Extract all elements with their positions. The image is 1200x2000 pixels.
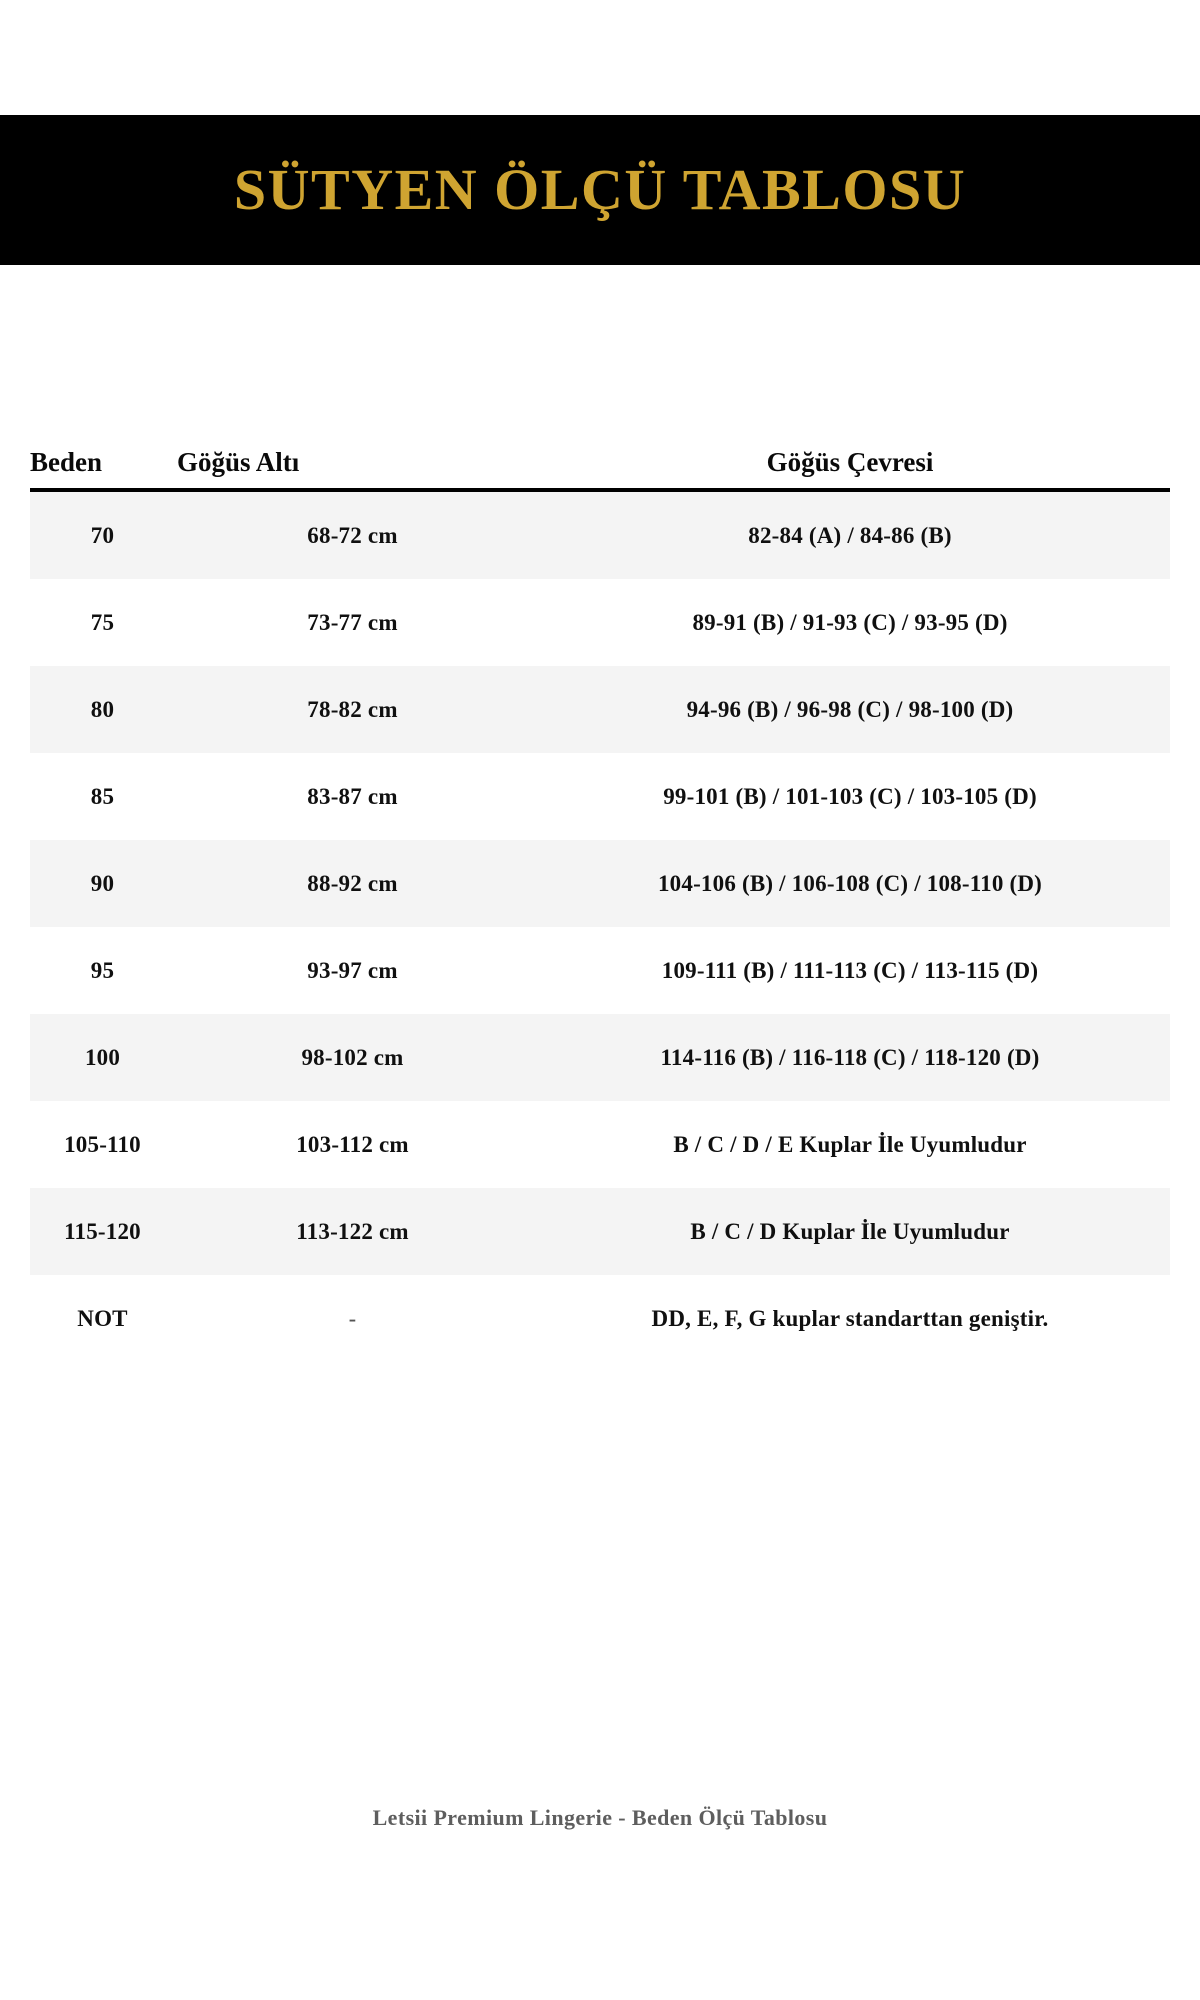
cell-gogus-cevresi: 94-96 (B) / 96-98 (C) / 98-100 (D)	[530, 666, 1170, 753]
cell-gogus-alti: 83-87 cm	[175, 753, 530, 840]
page-title: SÜTYEN ÖLÇÜ TABLOSU	[233, 157, 967, 222]
table-row: 85 83-87 cm 99-101 (B) / 101-103 (C) / 1…	[30, 753, 1170, 840]
cell-gogus-cevresi: 104-106 (B) / 106-108 (C) / 108-110 (D)	[530, 840, 1170, 927]
cell-beden: 90	[30, 840, 175, 927]
cell-gogus-alti: 103-112 cm	[175, 1101, 530, 1188]
column-header-gogus-alti: Göğüs Altı	[175, 420, 530, 492]
cell-gogus-alti: 78-82 cm	[175, 666, 530, 753]
size-table-container: Beden Göğüs Altı Göğüs Çevresi 70 68-72 …	[30, 420, 1170, 1362]
cell-beden: 70	[30, 490, 175, 579]
cell-gogus-alti: 98-102 cm	[175, 1014, 530, 1101]
title-banner: SÜTYEN ÖLÇÜ TABLOSU	[0, 115, 1200, 265]
table-row: 115-120 113-122 cm B / C / D Kuplar İle …	[30, 1188, 1170, 1275]
cell-beden: NOT	[30, 1275, 175, 1362]
table-row: 105-110 103-112 cm B / C / D / E Kuplar …	[30, 1101, 1170, 1188]
table-row: 90 88-92 cm 104-106 (B) / 106-108 (C) / …	[30, 840, 1170, 927]
cell-gogus-alti: 68-72 cm	[175, 490, 530, 579]
cell-beden: 85	[30, 753, 175, 840]
cell-gogus-alti: -	[175, 1275, 530, 1362]
cell-gogus-cevresi: 99-101 (B) / 101-103 (C) / 103-105 (D)	[530, 753, 1170, 840]
table-row: 75 73-77 cm 89-91 (B) / 91-93 (C) / 93-9…	[30, 579, 1170, 666]
cell-beden: 95	[30, 927, 175, 1014]
cell-gogus-cevresi: 114-116 (B) / 116-118 (C) / 118-120 (D)	[530, 1014, 1170, 1101]
table-row: 70 68-72 cm 82-84 (A) / 84-86 (B)	[30, 490, 1170, 579]
table-row: 95 93-97 cm 109-111 (B) / 111-113 (C) / …	[30, 927, 1170, 1014]
size-table: Beden Göğüs Altı Göğüs Çevresi 70 68-72 …	[30, 420, 1170, 1362]
cell-gogus-alti: 88-92 cm	[175, 840, 530, 927]
cell-beden: 75	[30, 579, 175, 666]
table-header: Beden Göğüs Altı Göğüs Çevresi	[30, 420, 1170, 492]
column-header-gogus-cevresi: Göğüs Çevresi	[530, 420, 1170, 492]
cell-beden: 100	[30, 1014, 175, 1101]
table-body: 70 68-72 cm 82-84 (A) / 84-86 (B) 75 73-…	[30, 490, 1170, 1362]
cell-gogus-alti: 93-97 cm	[175, 927, 530, 1014]
table-row: 100 98-102 cm 114-116 (B) / 116-118 (C) …	[30, 1014, 1170, 1101]
cell-gogus-cevresi: B / C / D Kuplar İle Uyumludur	[530, 1188, 1170, 1275]
cell-beden: 115-120	[30, 1188, 175, 1275]
cell-beden: 105-110	[30, 1101, 175, 1188]
table-row-note: NOT - DD, E, F, G kuplar standarttan gen…	[30, 1275, 1170, 1362]
column-header-beden: Beden	[30, 420, 175, 492]
table-header-row: Beden Göğüs Altı Göğüs Çevresi	[30, 420, 1170, 492]
cell-gogus-alti: 73-77 cm	[175, 579, 530, 666]
cell-gogus-cevresi: 82-84 (A) / 84-86 (B)	[530, 490, 1170, 579]
cell-beden: 80	[30, 666, 175, 753]
table-row: 80 78-82 cm 94-96 (B) / 96-98 (C) / 98-1…	[30, 666, 1170, 753]
cell-gogus-cevresi: DD, E, F, G kuplar standarttan geniştir.	[530, 1275, 1170, 1362]
cell-gogus-cevresi: 89-91 (B) / 91-93 (C) / 93-95 (D)	[530, 579, 1170, 666]
cell-gogus-cevresi: B / C / D / E Kuplar İle Uyumludur	[530, 1101, 1170, 1188]
footer-brand-text: Letsii Premium Lingerie - Beden Ölçü Tab…	[372, 1805, 828, 1830]
cell-gogus-alti: 113-122 cm	[175, 1188, 530, 1275]
cell-gogus-cevresi: 109-111 (B) / 111-113 (C) / 113-115 (D)	[530, 927, 1170, 1014]
footer: Letsii Premium Lingerie - Beden Ölçü Tab…	[0, 1805, 1200, 1831]
